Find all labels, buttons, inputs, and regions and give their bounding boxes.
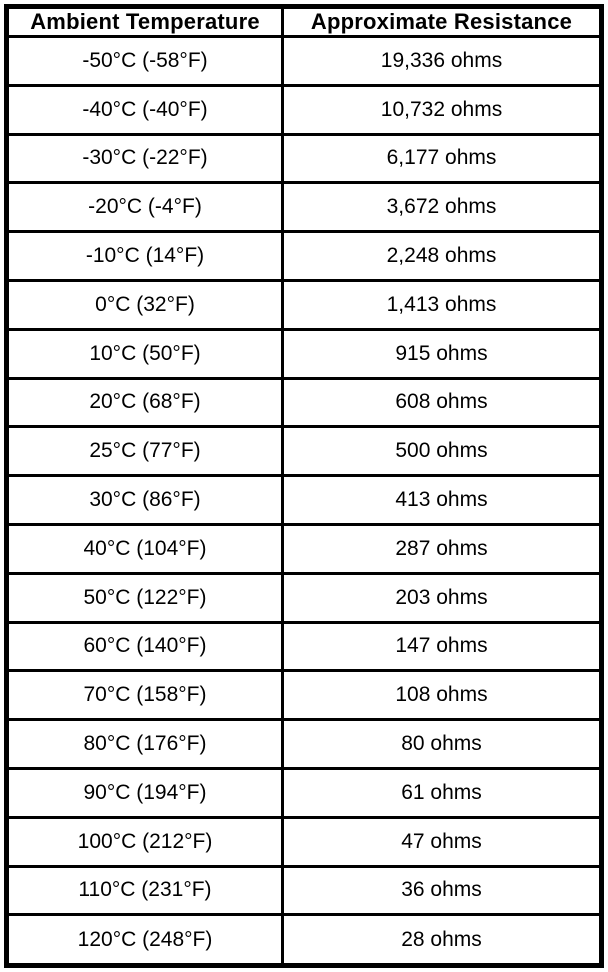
temperature-cell: 50°C (122°F) (5, 571, 284, 624)
table-row: -30°C (-22°F) 6,177 ohms (5, 132, 603, 185)
table-header: Ambient Temperature Approximate Resistan… (5, 5, 603, 38)
resistance-cell: 19,336 ohms (281, 35, 603, 87)
temperature-cell: 110°C (231°F) (5, 864, 284, 917)
table-row: 70°C (158°F) 108 ohms (5, 669, 603, 722)
table-row: -50°C (-58°F) 19,336 ohms (5, 35, 603, 87)
temperature-cell: 20°C (68°F) (5, 376, 284, 429)
temperature-cell: -50°C (-58°F) (5, 35, 284, 87)
temperature-resistance-table: Ambient Temperature Approximate Resistan… (4, 4, 604, 968)
temperature-cell: 70°C (158°F) (5, 669, 284, 722)
table-row: 80°C (176°F) 80 ohms (5, 718, 603, 770)
table-row: 100°C (212°F) 47 ohms (5, 815, 603, 868)
resistance-cell: 287 ohms (281, 522, 603, 575)
table-row: 40°C (104°F) 287 ohms (5, 522, 603, 575)
resistance-cell: 80 ohms (281, 718, 603, 770)
column-header-approximate-resistance: Approximate Resistance (281, 5, 603, 38)
resistance-cell: 413 ohms (281, 474, 603, 526)
resistance-cell: 28 ohms (281, 913, 603, 967)
resistance-cell: 2,248 ohms (281, 230, 603, 282)
temperature-cell: 30°C (86°F) (5, 474, 284, 526)
table-row: 110°C (231°F) 36 ohms (5, 864, 603, 917)
temperature-cell: 40°C (104°F) (5, 522, 284, 575)
resistance-cell: 108 ohms (281, 669, 603, 722)
column-header-ambient-temperature: Ambient Temperature (5, 5, 284, 38)
temperature-cell: 120°C (248°F) (5, 913, 284, 967)
resistance-cell: 203 ohms (281, 571, 603, 624)
resistance-cell: 608 ohms (281, 376, 603, 429)
resistance-cell: 6,177 ohms (281, 132, 603, 185)
resistance-cell: 3,672 ohms (281, 181, 603, 234)
table-row: -40°C (-40°F) 10,732 ohms (5, 83, 603, 136)
resistance-cell: 36 ohms (281, 864, 603, 917)
table-row: -10°C (14°F) 2,248 ohms (5, 230, 603, 282)
table-body: -50°C (-58°F) 19,336 ohms -40°C (-40°F) 10,… (5, 35, 603, 967)
temperature-cell: 80°C (176°F) (5, 718, 284, 770)
temperature-cell: 0°C (32°F) (5, 278, 284, 331)
temperature-cell: 10°C (50°F) (5, 327, 284, 380)
table-row: 0°C (32°F) 1,413 ohms (5, 278, 603, 331)
resistance-cell: 147 ohms (281, 620, 603, 673)
table-row: 50°C (122°F) 203 ohms (5, 571, 603, 624)
table-row: 10°C (50°F) 915 ohms (5, 327, 603, 380)
header-row: Ambient Temperature Approximate Resistan… (5, 5, 603, 38)
temperature-cell: -20°C (-4°F) (5, 181, 284, 234)
table-row: 120°C (248°F) 28 ohms (5, 913, 603, 967)
temperature-cell: 90°C (194°F) (5, 766, 284, 819)
temperature-cell: -30°C (-22°F) (5, 132, 284, 185)
resistance-cell: 47 ohms (281, 815, 603, 868)
resistance-cell: 10,732 ohms (281, 83, 603, 136)
resistance-cell: 500 ohms (281, 425, 603, 478)
temperature-cell: 100°C (212°F) (5, 815, 284, 868)
temperature-resistance-table-container: Ambient Temperature Approximate Resistan… (4, 4, 604, 968)
table-row: 25°C (77°F) 500 ohms (5, 425, 603, 478)
temperature-cell: 25°C (77°F) (5, 425, 284, 478)
table-row: -20°C (-4°F) 3,672 ohms (5, 181, 603, 234)
resistance-cell: 915 ohms (281, 327, 603, 380)
temperature-cell: 60°C (140°F) (5, 620, 284, 673)
resistance-cell: 1,413 ohms (281, 278, 603, 331)
table-row: 90°C (194°F) 61 ohms (5, 766, 603, 819)
table-row: 30°C (86°F) 413 ohms (5, 474, 603, 526)
table-row: 20°C (68°F) 608 ohms (5, 376, 603, 429)
resistance-cell: 61 ohms (281, 766, 603, 819)
table-row: 60°C (140°F) 147 ohms (5, 620, 603, 673)
temperature-cell: -10°C (14°F) (5, 230, 284, 282)
temperature-cell: -40°C (-40°F) (5, 83, 284, 136)
